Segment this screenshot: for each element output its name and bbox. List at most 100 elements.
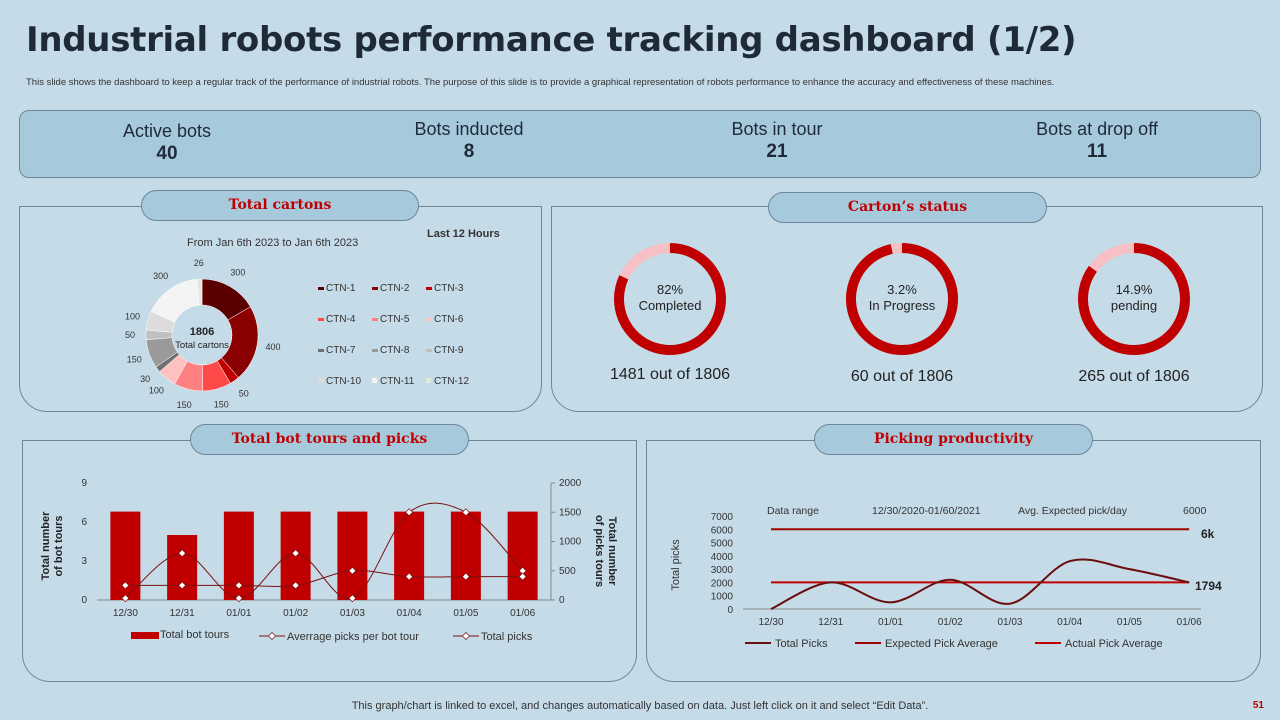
legend-label: CTN-4 [326, 314, 356, 325]
y-tick-label: 3 [81, 556, 87, 567]
legend-label: Total Picks [775, 638, 828, 650]
legend-label: Total picks [481, 631, 533, 643]
page-title: Industrial robots performance tracking d… [26, 20, 1077, 60]
donut-data-label: 100 [125, 311, 140, 321]
kpi-bots-in-tour: Bots in tour 21 [667, 119, 887, 163]
carton-status-panel: 82% Completed 1481 out of 1806 3.2% In Progr… [551, 206, 1263, 412]
y-axis-title-line: Total number [40, 511, 52, 581]
legend-swatch [372, 349, 378, 352]
y-tick-label: 0 [727, 605, 733, 616]
x-tick-label: 12/30 [758, 617, 783, 628]
actual-tag: 1794 [1195, 579, 1222, 593]
legend-label: CTN-12 [434, 376, 469, 387]
legend-swatch [318, 349, 324, 352]
x-tick-label: 01/05 [1117, 617, 1142, 628]
legend-label: CTN-1 [326, 283, 356, 294]
kpi-value: 11 [1086, 141, 1108, 162]
line-marker [121, 594, 130, 603]
donut-data-label: 100 [149, 386, 164, 396]
y2-tick-label: 500 [559, 566, 576, 577]
legend-label: Expected Pick Average [885, 638, 998, 650]
donut-data-label: 26 [194, 258, 204, 268]
page-subtitle: This slide shows the dashboard to keep a… [26, 77, 1055, 88]
line-marker [121, 581, 130, 590]
status-detail: 60 out of 1806 [850, 368, 954, 385]
legend-swatch-bars [131, 632, 159, 639]
x-tick-label: 01/01 [878, 617, 903, 628]
legend-label: CTN-2 [380, 283, 410, 294]
line-marker [178, 549, 187, 558]
line-marker [348, 566, 357, 575]
kpi-label: Bots inducted [414, 119, 524, 139]
donut-data-label: 400 [265, 342, 280, 352]
bar-total-bot-tours [450, 511, 481, 600]
y-axis-title-line: of bot tours [53, 515, 65, 576]
donut-data-label: 50 [125, 330, 135, 340]
legend-swatch [372, 318, 378, 321]
status-pct: 3.2% [887, 282, 917, 297]
carton-status-rings [614, 243, 1190, 355]
x-tick-label: 01/05 [453, 608, 478, 619]
line-marker [461, 508, 470, 517]
line-marker [291, 581, 300, 590]
donut-data-label: 300 [230, 268, 245, 278]
y-tick-label: 1000 [711, 592, 734, 603]
donut-center-label: Total cartons [175, 340, 229, 351]
line-marker [405, 572, 414, 581]
status-ring-center: 3.2% In Progress [852, 282, 952, 314]
y2-tick-label: 1500 [559, 507, 582, 518]
line-marker [234, 581, 243, 590]
donut-data-label: 50 [239, 389, 249, 399]
donut-data-label: 150 [214, 399, 229, 409]
x-tick-label: 12/31 [818, 617, 843, 628]
kpi-value: 21 [766, 141, 788, 162]
status-ring-center: 14.9% pending [1084, 282, 1184, 314]
x-tick-label: 01/02 [938, 617, 963, 628]
status-pct: 14.9% [1115, 282, 1153, 297]
x-tick-label: 12/31 [170, 608, 195, 619]
status-ring-rest [619, 243, 670, 280]
status-ring-center: 82% Completed [620, 282, 720, 314]
legend-swatch [318, 378, 323, 383]
line-marker [348, 594, 357, 603]
legend-label: Averrage picks per bot tour [287, 631, 419, 643]
legend-swatch [318, 287, 324, 290]
y-axis-title: Total numberof bot tours [40, 511, 65, 581]
x-tick-label: 12/30 [113, 608, 138, 619]
line-marker [178, 581, 187, 590]
line-total-picks [125, 570, 523, 587]
footer-note: This graph/chart is linked to excel, and… [351, 700, 929, 712]
cartons-date-range: From Jan 6th 2023 to Jan 6th 2023 [187, 237, 359, 249]
kpi-label: Active bots [122, 121, 212, 141]
donut-data-label: 30 [140, 374, 150, 384]
kpi-label: Bots in tour [731, 119, 823, 139]
total-cartons-title: Total cartons [141, 190, 419, 221]
status-detail: 265 out of 1806 [1078, 368, 1190, 385]
status-ring-rest [1088, 243, 1134, 272]
status-label: In Progress [868, 298, 936, 313]
y-axis-title: Total picks [670, 539, 682, 591]
legend-swatch [426, 318, 432, 321]
legend-swatch [426, 378, 431, 383]
legend-swatch [426, 349, 432, 352]
donut-center: 1806 Total cartons [165, 326, 239, 352]
picking-productivity-title: Picking productivity [814, 424, 1093, 455]
donut-data-label: 300 [153, 271, 168, 281]
y2-tick-label: 1000 [559, 537, 582, 548]
tours-picks-chart: 0 3 6 9 0 500 1000 1500 2000 12/30 12/31 01/01 01/02… [40, 478, 618, 643]
picking-productivity-panel: 0 1000 2000 3000 4000 5000 6000 7000 12/30 12/31 0… [646, 440, 1261, 682]
status-label: Completed [638, 298, 702, 313]
x-tick-label: 01/02 [283, 608, 308, 619]
legend-label: CTN-8 [380, 345, 410, 356]
y-tick-label: 9 [81, 478, 87, 489]
legend-label: CTN-7 [326, 345, 356, 356]
y-tick-label: 3000 [711, 565, 734, 576]
legend-label: CTN-10 [326, 376, 361, 387]
donut-data-label: 150 [127, 354, 142, 364]
cartons-donut-chart: 300 400 50 150 150 100 30 150 50 100 300 26 CTN-1 CTN… [125, 258, 469, 410]
y2-axis-title-line: Total number [606, 517, 618, 587]
total-cartons-panel: From Jan 6th 2023 to Jan 6th 2023 Last 1… [19, 206, 542, 412]
legend-label: CTN-6 [434, 314, 464, 325]
legend-label: Actual Pick Average [1065, 638, 1163, 650]
tours-picks-title: Total bot tours and picks [190, 424, 469, 455]
